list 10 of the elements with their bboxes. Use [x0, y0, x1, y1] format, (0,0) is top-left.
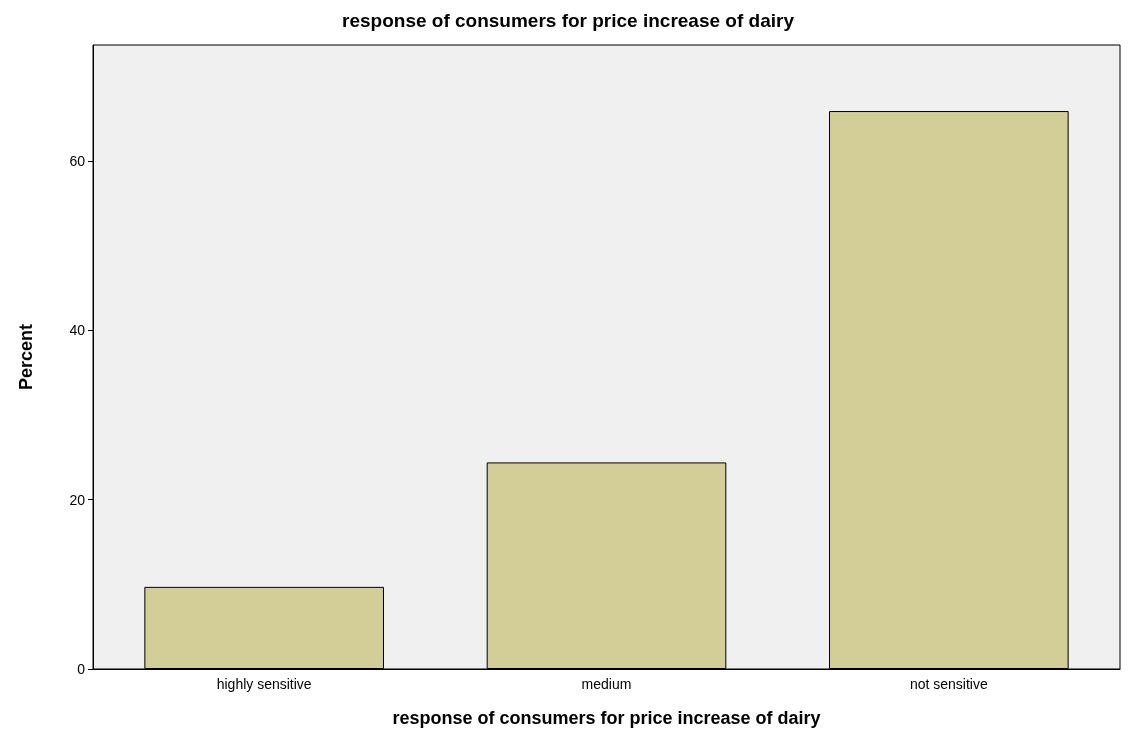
- chart-title: response of consumers for price increase of dairy: [342, 10, 795, 31]
- x-tick-label: medium: [581, 676, 632, 692]
- x-tick-label: not sensitive: [909, 676, 988, 692]
- x-axis-title: response of consumers for price increase of dairy: [392, 708, 821, 728]
- y-axis-title: Percent: [16, 323, 36, 391]
- y-tick-label: 20: [69, 491, 86, 508]
- x-tick-label: highly sensitive: [216, 676, 312, 692]
- y-tick-label: 60: [69, 152, 86, 169]
- y-tick-label: 0: [77, 661, 86, 677]
- y-tick-label: 40: [69, 322, 86, 339]
